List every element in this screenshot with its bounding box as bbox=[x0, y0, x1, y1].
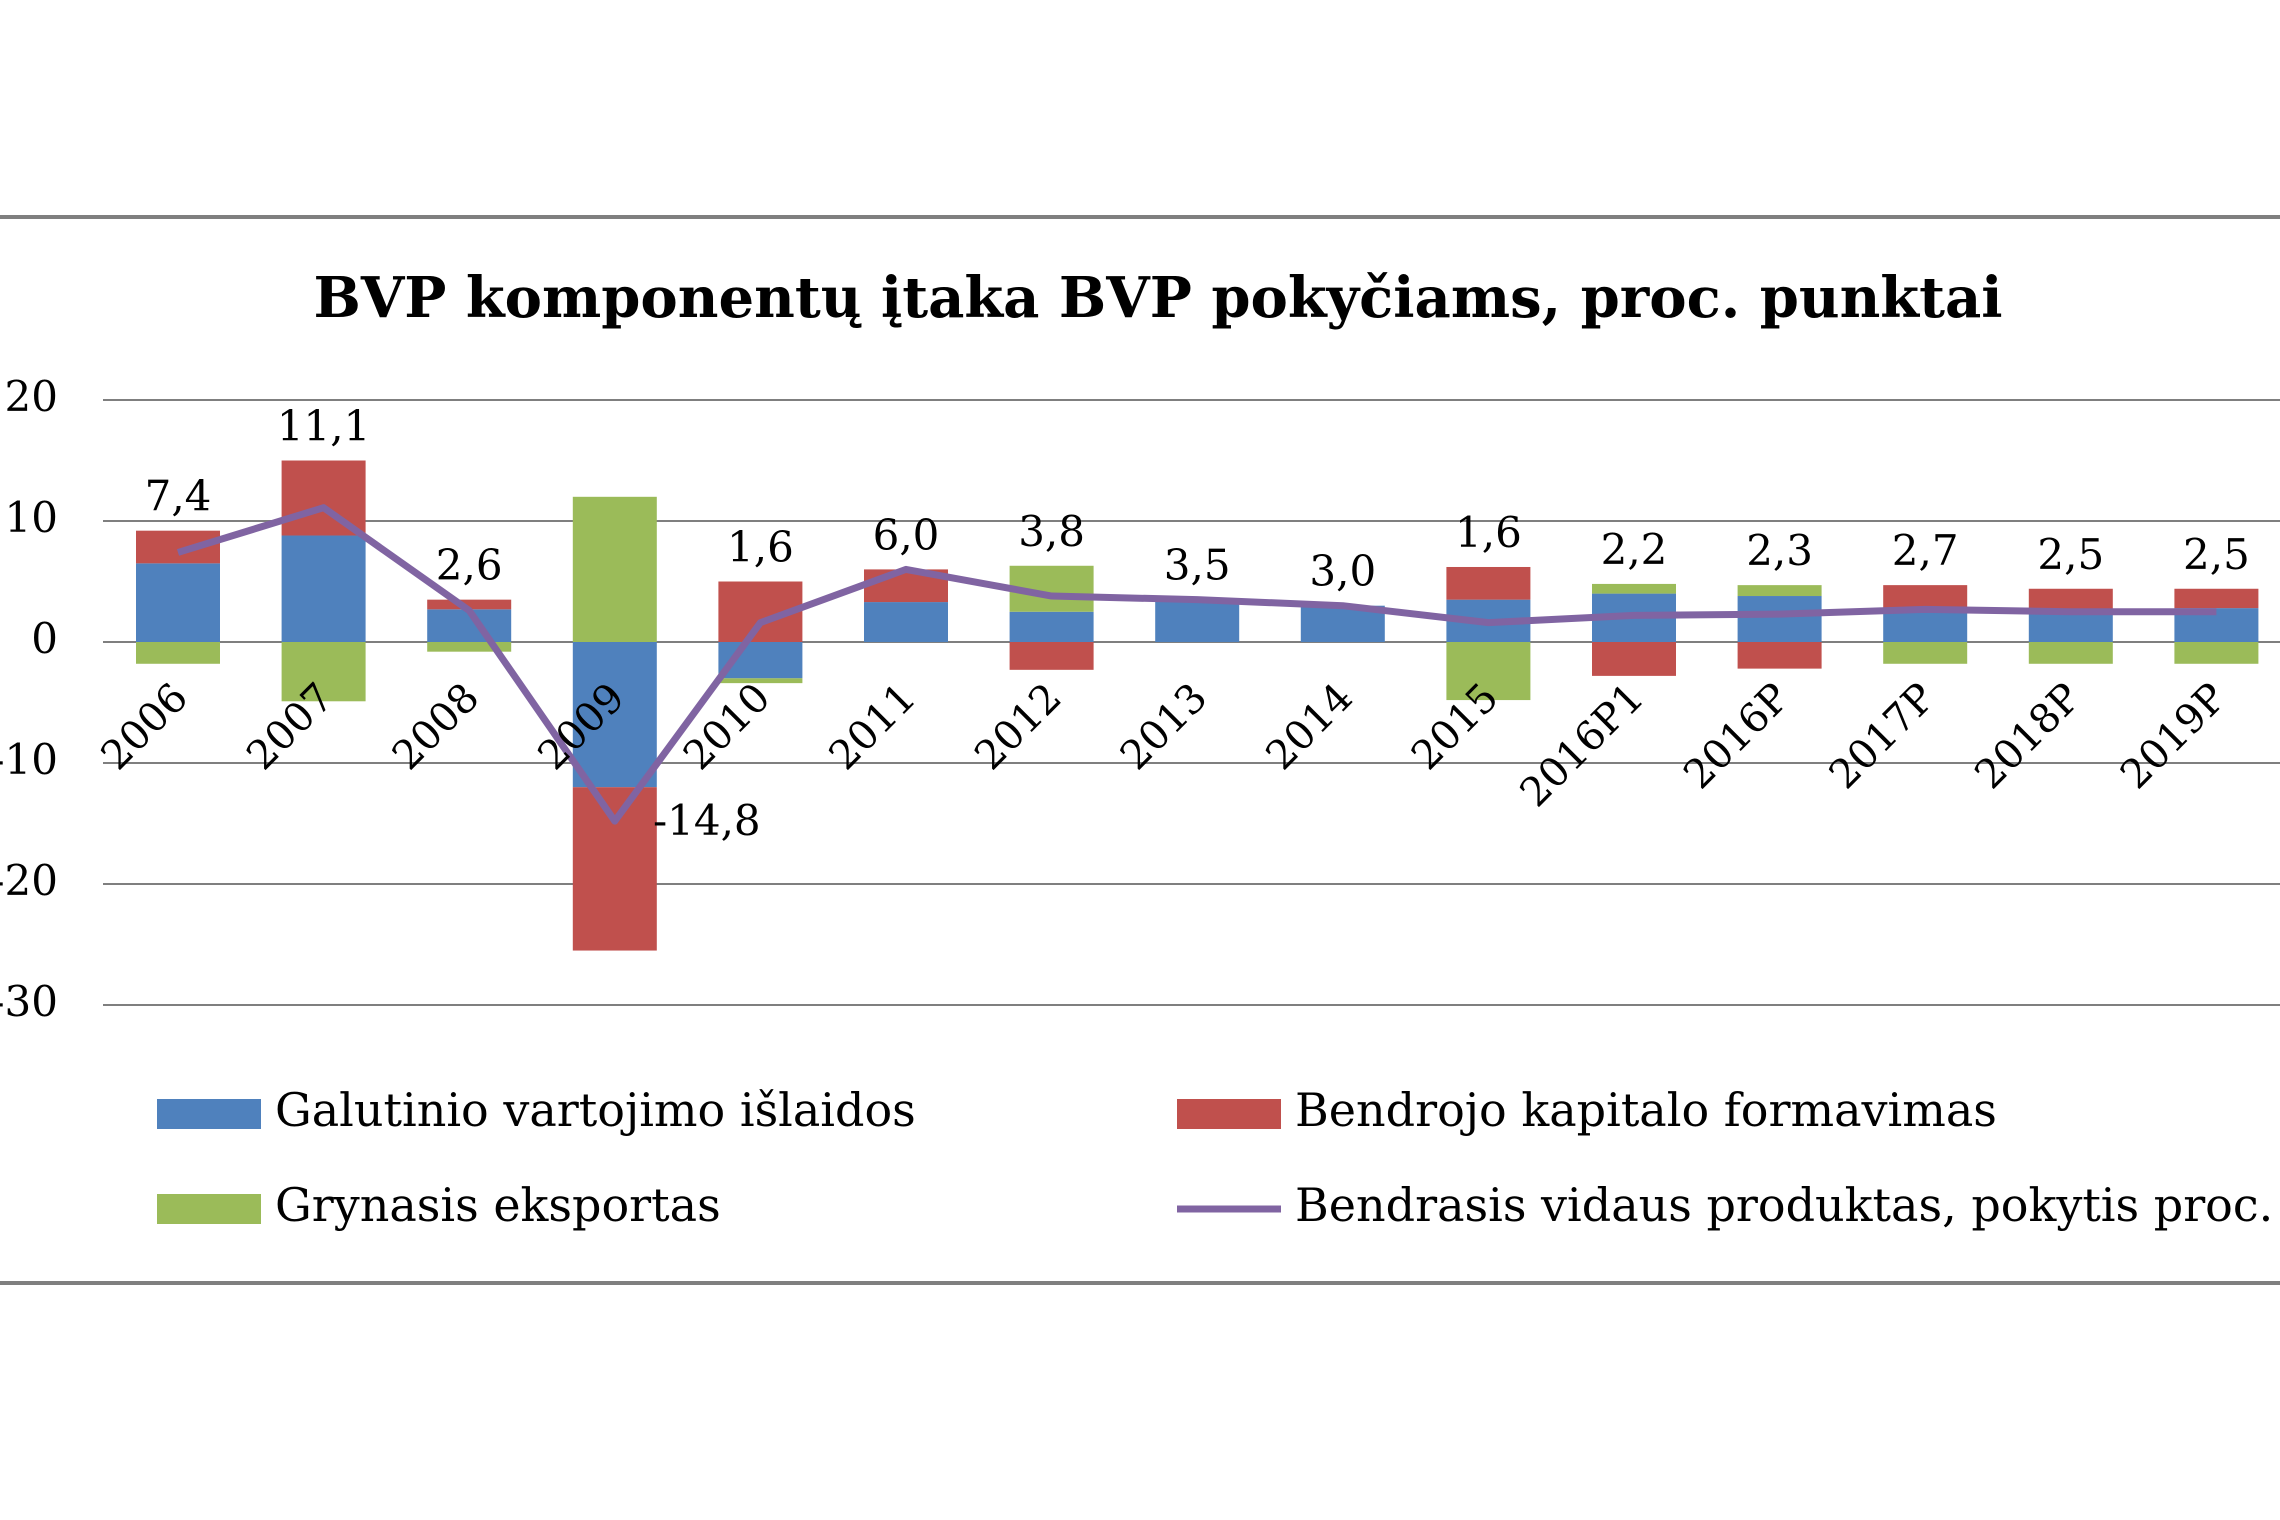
x-tick-label-2016p: 2016P bbox=[1675, 675, 1799, 799]
bar-bendrojo-kapitalo-formavimas-2019p bbox=[2174, 588, 2259, 609]
legend-swatch-grynasis-eksportas bbox=[157, 1194, 261, 1224]
bar-grynasis-eksportas-2015 bbox=[1446, 642, 1531, 701]
bar-grynasis-eksportas-2018p bbox=[2028, 642, 2113, 664]
data-label-2012: 3,8 bbox=[1018, 507, 1085, 556]
bar-galutinio-vartojimo-i-laidos-2018p bbox=[2028, 611, 2113, 642]
bar-bendrojo-kapitalo-formavimas-2016p1 bbox=[1592, 642, 1676, 676]
data-labels: 7,4 11,1 2,6 -14,8 1,6 6,0 3,8 3,5 3,0 1,6 2,2 2,3 2… bbox=[145, 402, 2250, 846]
bar-bendrojo-kapitalo-formavimas-2009 bbox=[572, 787, 657, 951]
bar-grynasis-eksportas-2007 bbox=[281, 642, 366, 702]
legend: Galutinio vartojimo išlaidos Bendrojo kap… bbox=[157, 1083, 2273, 1232]
bar-grynasis-eksportas-2019p bbox=[2174, 642, 2259, 664]
bar-bendrojo-kapitalo-formavimas-2018p bbox=[2028, 588, 2113, 612]
legend-label-grynasis-eksportas: Grynasis eksportas bbox=[275, 1178, 721, 1232]
bar-galutinio-vartojimo-i-laidos-2006 bbox=[136, 563, 220, 642]
x-tick-label-2017p: 2017P bbox=[1821, 675, 1945, 799]
legend-label-bendrojo-kapitalo-formavimas: Bendrojo kapitalo formavimas bbox=[1295, 1083, 1997, 1137]
data-label-2007: 11,1 bbox=[277, 402, 371, 451]
bar-grynasis-eksportas-2016p1 bbox=[1592, 583, 1676, 594]
gdp-growth-line bbox=[176, 504, 2217, 825]
bar-galutinio-vartojimo-i-laidos-2017p bbox=[1883, 611, 1968, 642]
bar-grynasis-eksportas-2009 bbox=[572, 496, 657, 642]
bar-bendrojo-kapitalo-formavimas-2008 bbox=[427, 599, 512, 610]
y-tick-label: -10 bbox=[0, 735, 58, 784]
chart-title: BVP komponentų įtaka BVP pokyčiams, proc… bbox=[313, 265, 2002, 331]
data-label-2019p: 2,5 bbox=[2183, 530, 2250, 579]
bar-grynasis-eksportas-2006 bbox=[136, 642, 220, 664]
legend-label-bendrasis-vidaus-produktas-pokytis-proc: Bendrasis vidaus produktas, pokytis proc… bbox=[1295, 1178, 2273, 1232]
bar-grynasis-eksportas-2017p bbox=[1883, 642, 1968, 664]
bar-galutinio-vartojimo-i-laidos-2007 bbox=[281, 535, 366, 642]
y-tick-label: 0 bbox=[31, 614, 58, 663]
y-tick-label: -30 bbox=[0, 977, 58, 1026]
bar-galutinio-vartojimo-i-laidos-2016p bbox=[1737, 596, 1822, 642]
data-label-2017p: 2,7 bbox=[1892, 526, 1959, 575]
legend-label-galutinio-vartojimo-i-laidos: Galutinio vartojimo išlaidos bbox=[275, 1083, 916, 1137]
data-label-2010: 1,6 bbox=[727, 523, 794, 572]
data-label-2013: 3,5 bbox=[1164, 541, 1231, 590]
bar-grynasis-eksportas-2008 bbox=[427, 642, 512, 652]
data-label-2011: 6,0 bbox=[873, 510, 940, 559]
legend-swatch-bendrojo-kapitalo-formavimas bbox=[1177, 1099, 1281, 1129]
bar-galutinio-vartojimo-i-laidos-2012 bbox=[1009, 611, 1094, 642]
bar-bendrojo-kapitalo-formavimas-2012 bbox=[1009, 642, 1094, 670]
legend-swatch-galutinio-vartojimo-i-laidos bbox=[157, 1099, 261, 1129]
data-label-2014: 3,0 bbox=[1309, 547, 1376, 596]
y-tick-label: 10 bbox=[5, 493, 58, 542]
data-label-2016p: 2,3 bbox=[1746, 526, 1813, 575]
x-tick-label-2018p: 2018P bbox=[1966, 675, 2090, 799]
data-label-2009: -14,8 bbox=[653, 796, 761, 845]
bar-grynasis-eksportas-2010 bbox=[718, 678, 803, 684]
y-tick-label: -20 bbox=[0, 856, 58, 905]
bar-galutinio-vartojimo-i-laidos-2011 bbox=[864, 602, 948, 642]
bar-bendrojo-kapitalo-formavimas-2015 bbox=[1446, 566, 1531, 600]
gdp-line-layer bbox=[176, 504, 2217, 825]
data-label-2006: 7,4 bbox=[145, 472, 212, 521]
bar-bendrojo-kapitalo-formavimas-2016p bbox=[1737, 642, 1822, 669]
data-label-2018p: 2,5 bbox=[2037, 530, 2104, 579]
x-tick-label-2019p: 2019P bbox=[2112, 675, 2236, 799]
bar-bendrojo-kapitalo-formavimas-2007 bbox=[281, 460, 366, 536]
y-tick-label: 20 bbox=[5, 372, 58, 421]
data-label-2016p1: 2,2 bbox=[1601, 525, 1668, 574]
bar-galutinio-vartojimo-i-laidos-2009 bbox=[572, 642, 657, 788]
data-label-2015: 1,6 bbox=[1455, 508, 1522, 557]
bar-grynasis-eksportas-2016p bbox=[1737, 585, 1822, 597]
x-tick-label-2016p1: 2016P1 bbox=[1512, 675, 1654, 817]
data-label-2008: 2,6 bbox=[436, 541, 503, 590]
bar-galutinio-vartojimo-i-laidos-2013 bbox=[1155, 599, 1240, 642]
